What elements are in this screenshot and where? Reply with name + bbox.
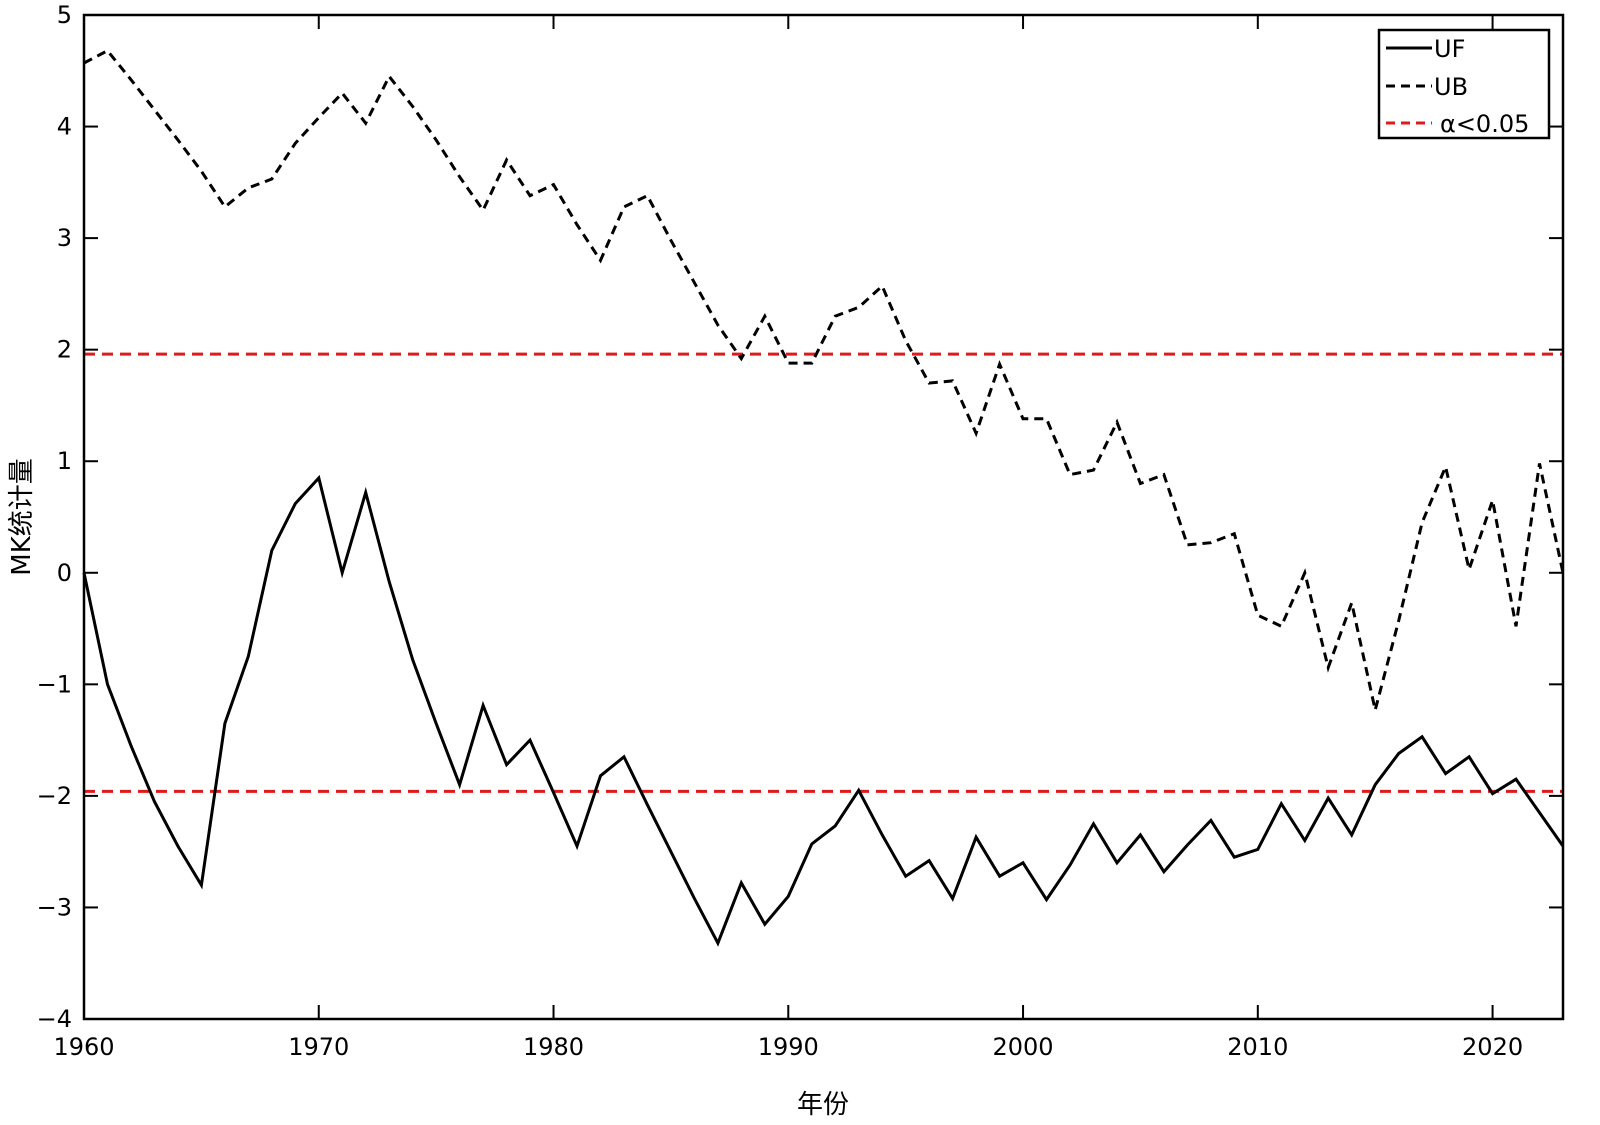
x-tick-label: 1980 bbox=[523, 1033, 584, 1061]
legend-label-alpha: α<0.05 bbox=[1440, 110, 1529, 138]
ticks-layer: 1960 1970 1980 1990 2000 2010 2020 −4 −3 −2 −1 0 1 2 3… bbox=[37, 1, 1563, 1061]
y-tick-label: 5 bbox=[57, 1, 72, 29]
legend-label-uf: UF bbox=[1434, 35, 1465, 63]
x-axis-label: 年份 bbox=[797, 1090, 849, 1120]
legend: UF UB α<0.05 bbox=[1377, 28, 1551, 140]
x-tick-label: 1970 bbox=[288, 1033, 349, 1061]
legend-label-ub: UB bbox=[1434, 73, 1468, 101]
series-layer bbox=[82, 48, 1565, 947]
series-line-uf bbox=[82, 474, 1565, 947]
x-tick-label: 2000 bbox=[993, 1033, 1054, 1061]
y-tick-label: 2 bbox=[57, 336, 72, 364]
y-tick-label: −2 bbox=[37, 782, 72, 810]
plot-frame bbox=[82, 13, 1565, 1021]
x-tick-label: 1960 bbox=[53, 1033, 114, 1061]
y-axis-label: MK统计量 bbox=[7, 458, 37, 575]
y-tick-label: 0 bbox=[57, 559, 72, 587]
x-tick-label: 2020 bbox=[1462, 1033, 1523, 1061]
y-tick-label: −1 bbox=[37, 670, 72, 698]
x-tick-label: 1990 bbox=[758, 1033, 819, 1061]
y-tick-label: 1 bbox=[57, 447, 72, 475]
y-tick-label: 3 bbox=[57, 224, 72, 252]
y-tick-label: −3 bbox=[37, 893, 72, 921]
y-tick-label: −4 bbox=[37, 1005, 72, 1033]
series-line-ub bbox=[83, 48, 1565, 711]
x-tick-label: 2010 bbox=[1227, 1033, 1288, 1061]
y-tick-label: 4 bbox=[57, 113, 72, 141]
